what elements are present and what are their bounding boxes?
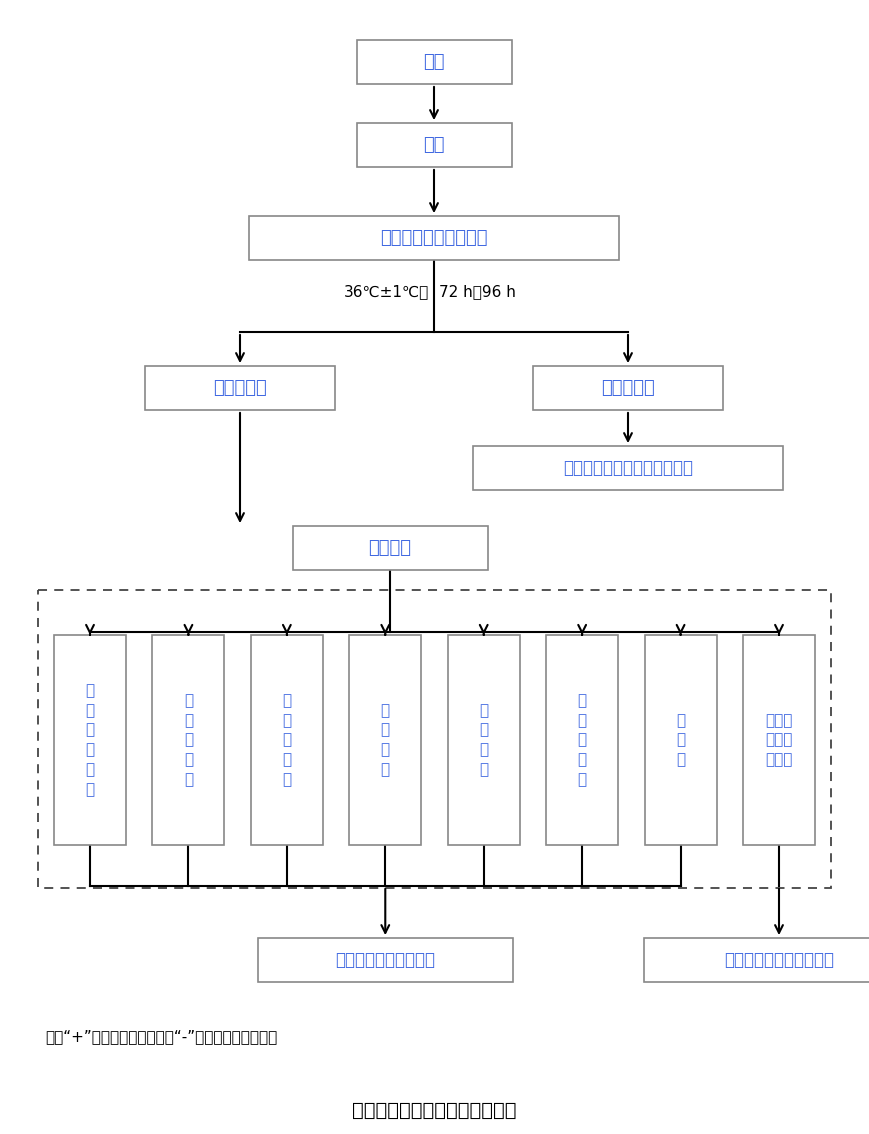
Bar — [145, 366, 335, 411]
Text: 苦
杏
仁
苷
－: 苦 杏 仁 苷 － — [578, 693, 587, 787]
Text: 有菌落生长: 有菌落生长 — [213, 379, 267, 397]
Text: 无菌落生长: 无菌落生长 — [601, 379, 655, 397]
Bar — [38, 590, 831, 888]
Bar — [546, 635, 618, 845]
Bar — [293, 526, 488, 570]
Text: 枯草芽孢杆菌黑色变种: 枯草芽孢杆菌黑色变种 — [335, 951, 435, 968]
Text: 可疑菌落: 可疑菌落 — [368, 539, 412, 557]
Bar — [473, 446, 783, 490]
Text: 革
兰
氏
染
色
＋: 革 兰 氏 染 色 ＋ — [85, 683, 95, 797]
Bar — [54, 635, 126, 845]
Bar — [251, 635, 323, 845]
Bar — [533, 366, 723, 411]
Bar — [249, 215, 619, 260]
Bar — [448, 635, 520, 845]
Text: 非枯草芽孢杆菌黑色变种: 非枯草芽孢杆菌黑色变种 — [724, 951, 834, 968]
Text: 72 h～96 h: 72 h～96 h — [439, 285, 516, 299]
Text: 样品: 样品 — [423, 53, 445, 71]
Bar — [356, 122, 512, 167]
Bar — [349, 635, 421, 845]
Text: 淀
粉
＋: 淀 粉 ＋ — [676, 712, 685, 768]
Text: 甘
露
醇
－: 甘 露 醇 － — [479, 703, 488, 777]
Bar — [743, 635, 815, 845]
Bar — [356, 40, 512, 84]
Text: 芽
孢
染
色
＋: 芽 孢 染 色 ＋ — [184, 693, 193, 787]
Bar — [258, 938, 513, 982]
Text: 过滤: 过滤 — [423, 136, 445, 154]
Text: 36℃±1℃，: 36℃±1℃， — [344, 285, 429, 299]
Text: 未检出枯草芽孢杆菌黑色变种: 未检出枯草芽孢杆菌黑色变种 — [563, 459, 693, 477]
Text: 酪氨酸琼脂培养基培养: 酪氨酸琼脂培养基培养 — [381, 229, 488, 247]
Bar — [644, 938, 869, 982]
Bar — [645, 635, 717, 845]
Text: 枯草芽孢杆菌黑色变种检测流程: 枯草芽孢杆菌黑色变种检测流程 — [352, 1100, 516, 1119]
Text: 甘
露
糖
＋: 甘 露 糖 ＋ — [381, 703, 390, 777]
Text: 反应结
果与左
侧不同: 反应结 果与左 侧不同 — [766, 712, 793, 768]
Text: 注：“+”表示反应结果阳性，“-”表示反应结果阴性。: 注：“+”表示反应结果阳性，“-”表示反应结果阴性。 — [45, 1030, 277, 1044]
Text: 甘
油
利
用
＋: 甘 油 利 用 ＋ — [282, 693, 291, 787]
Bar — [152, 635, 224, 845]
